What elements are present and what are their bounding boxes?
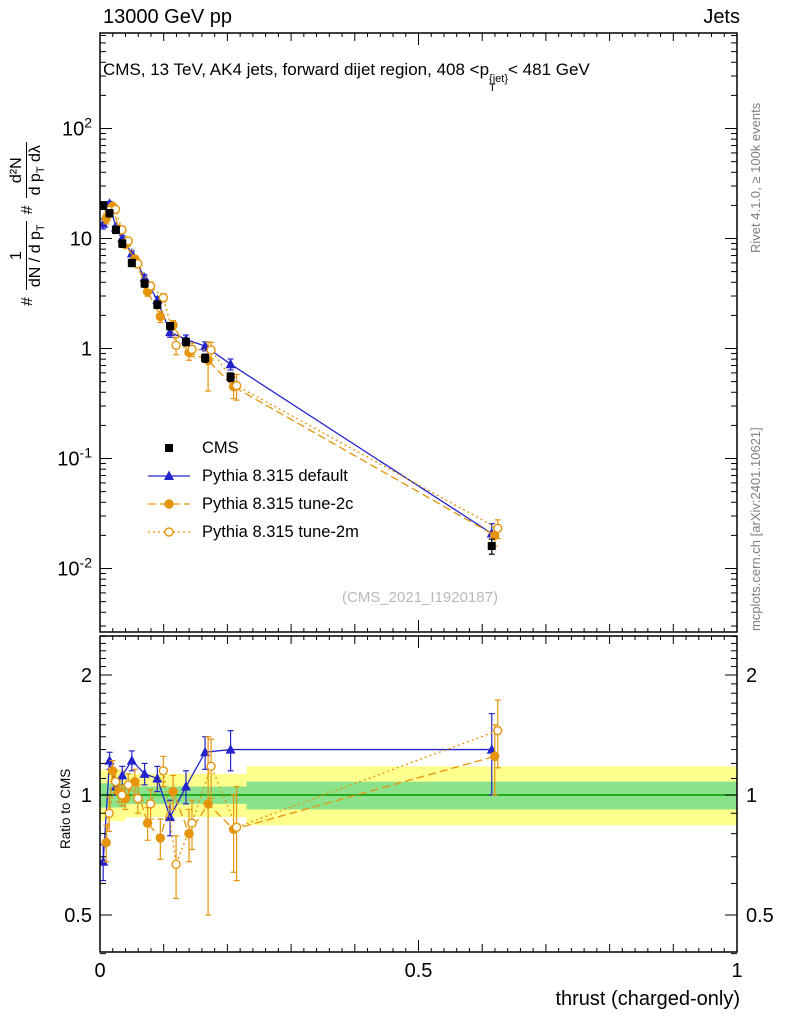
series-1-marker [155,311,166,322]
series-2-ratio-marker [493,725,503,736]
ratio-y-tick-label: 1 [81,785,92,807]
cms-marker [140,279,149,288]
rivet-version-note: Rivet 4.1.0, ≥ 100k events [748,102,763,253]
pt-jet-script: {jet} T [489,73,509,94]
cms-marker [226,373,235,382]
ylabel-fraction-1: 1 dN / d pT [8,221,48,291]
series-0-ratio-marker [225,744,236,754]
series-1-ratio-marker [101,837,111,848]
series-2-ratio-marker [104,808,114,818]
legend-marker-3 [148,527,190,537]
ratio-y-axis-label: Ratio to CMS [58,768,73,849]
series-0-ratio-marker [117,769,128,780]
series-2-ratio-marker [117,790,127,800]
x-tick-label: 0 [94,960,105,982]
legend-item-1: Pythia 8.315 default [146,462,359,490]
series-2-marker [158,292,169,303]
main-y-tick-label: 1 [81,339,92,361]
cms-marker [111,225,120,234]
series-1-ratio-marker [168,786,178,797]
series-1-ratio-marker [490,751,500,762]
series-2-ratio-marker [231,822,242,832]
legend-item-0: CMS [146,434,359,462]
cms-marker [166,322,175,331]
ratio-panel-content [100,699,503,916]
series-0-ratio-marker [126,755,137,765]
x-axis-label: thrust (charged-only) [555,988,740,1010]
series-2-marker [231,380,242,391]
mcplots-arxiv-note: mcplots.cern.ch [arXiv:2401.10621] [748,427,763,631]
series-2-ratio-marker [133,793,143,804]
legend-label-0: CMS [202,438,239,457]
legend-label-3: Pythia 8.315 tune-2m [202,522,359,541]
axes-and-ticks: 102 10 1 10-1 10-2 2 2 1 1 0.5 0.5 0 0.5 1 [57,32,774,982]
main-y-axis-label: # 1 dN / d pT # d²N d pT dλ [8,142,48,306]
x-tick-label: 0.5 [405,960,433,982]
legend: CMS Pythia 8.315 default Pythia 8.315 tune… [146,434,359,546]
series-2-ratio-marker [171,859,181,870]
beam-energy-label: 13000 GeV pp [103,6,232,28]
series-2-ratio-marker [110,776,121,787]
cms-marker [181,337,190,346]
cms-marker [118,239,127,248]
analysis-id-watermark: (CMS_2021_I1920187) [342,589,498,606]
series-2-ratio-marker [158,766,169,776]
ratio-y-tick-label-right: 0.5 [746,905,774,927]
series-2-ratio-marker [145,799,156,809]
series-2-ratio-marker [206,761,216,772]
series-0-ratio-marker [100,856,109,866]
ylabel-fraction-2: d²N d pT dλ [8,142,48,199]
series-2-marker [206,345,216,355]
ratio-y-tick-label-right: 1 [746,785,757,807]
ratio-y-tick-label: 0.5 [64,905,92,927]
main-y-tick-label: 10 [70,229,92,251]
series-1-ratio-marker [155,833,166,843]
series-2-marker [187,344,197,355]
main-y-tick-label: 10-1 [57,445,92,471]
legend-item-2: Pythia 8.315 tune-2c [146,490,359,518]
series-2-marker [171,340,181,350]
main-y-tick-label: 102 [62,115,92,141]
series-0-ratio-marker [139,768,150,778]
cms-marker [201,353,210,362]
legend-marker-1 [148,470,190,480]
series-0-ratio-marker [152,772,163,783]
x-tick-label: 1 [731,960,742,982]
analysis-group-label: Jets [703,6,740,28]
plot-title: CMS, 13 TeV, AK4 jets, forward dijet reg… [103,60,590,94]
cms-marker [487,542,496,551]
series-2-ratio-marker [123,780,133,790]
series-0-ratio-marker [180,781,191,791]
main-panel-content [100,198,503,555]
cms-marker [153,300,162,309]
legend-item-3: Pythia 8.315 tune-2m [146,518,359,546]
ratio-uncertainty-bands [100,766,737,826]
ratio-y-tick-label: 2 [81,665,92,687]
cms-marker [127,258,136,267]
main-y-tick-label: 10-2 [57,555,92,581]
series-1-ratio-marker [142,818,153,828]
series-1-ratio-marker [203,799,213,809]
series-2-ratio-marker [187,818,197,828]
series-2-line [109,208,499,529]
legend-marker-2 [148,499,190,509]
series-0-marker [225,358,236,369]
legend-label-2: Pythia 8.315 tune-2c [202,494,354,513]
cms-marker [105,209,114,218]
plot-title-text: CMS, 13 TeV, AK4 jets, forward dijet reg… [103,60,490,79]
ratio-y-tick-label-right: 2 [746,665,757,687]
legend-marker-0 [165,444,173,452]
legend-label-1: Pythia 8.315 default [202,466,348,485]
series-2-marker [493,523,503,533]
